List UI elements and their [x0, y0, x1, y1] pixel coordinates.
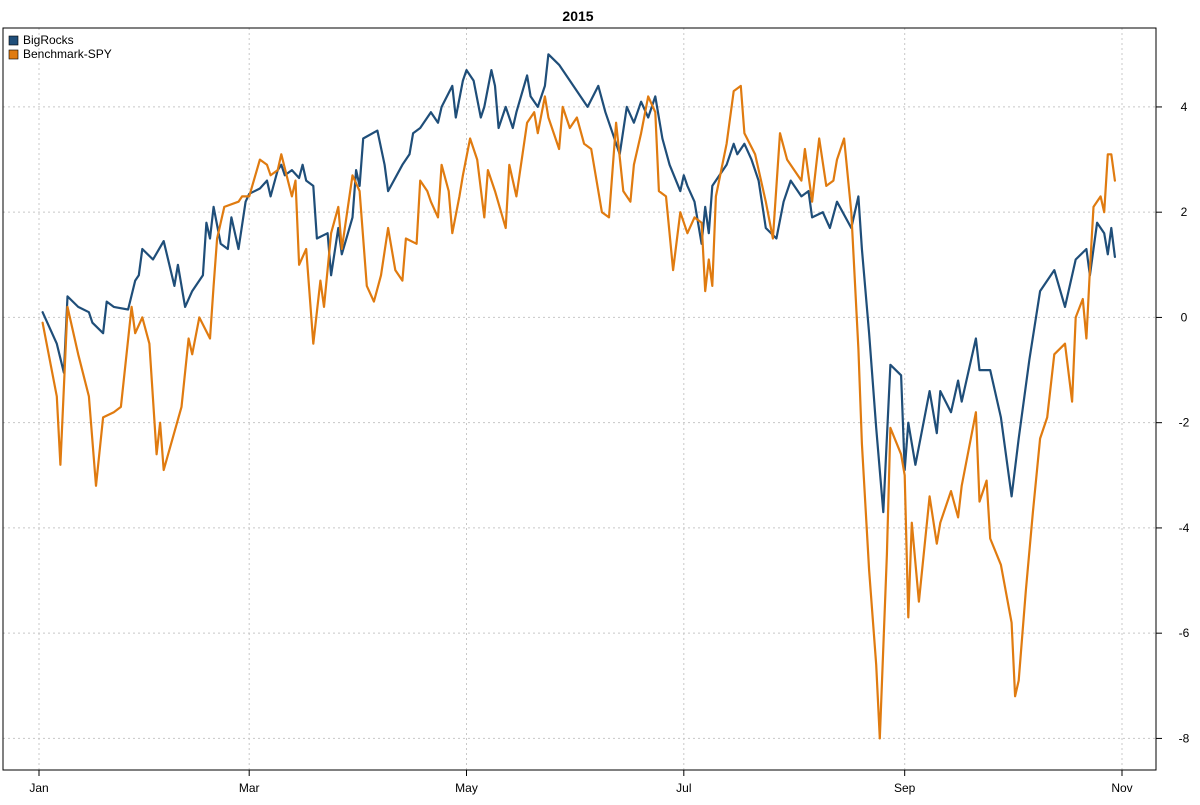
legend-label: Benchmark-SPY — [23, 47, 112, 61]
series-line-bigrocks — [41, 53, 1117, 514]
y-tick-label: 4 — [1181, 100, 1188, 114]
y-tick-label: 0 — [1181, 310, 1188, 324]
plot-frame — [2, 27, 1157, 771]
legend-label: BigRocks — [23, 33, 74, 47]
y-tick-label: -8 — [1179, 731, 1190, 745]
legend-swatch — [8, 49, 19, 60]
series-layer — [41, 53, 1117, 740]
chart-title: 2015 — [562, 8, 593, 24]
x-tick-label: May — [455, 781, 478, 795]
x-tick-label: Jan — [29, 781, 48, 795]
x-tick-label: Sep — [894, 781, 916, 795]
grid-layer — [3, 28, 1156, 770]
x-tick-label: Mar — [239, 781, 260, 795]
y-tick-label: -2 — [1179, 416, 1190, 430]
axis-layer: Jan Mar May Jul Sep Nov -8 -6 -4 -2 0 2 4 — [29, 100, 1189, 795]
x-tick-label: Jul — [676, 781, 691, 795]
x-tick-label: Nov — [1111, 781, 1132, 795]
y-tick-label: 2 — [1181, 205, 1188, 219]
legend-swatch — [8, 35, 19, 46]
series-line-benchmark-spy — [41, 84, 1117, 740]
y-tick-label: -6 — [1179, 626, 1190, 640]
y-tick-label: -4 — [1179, 521, 1190, 535]
